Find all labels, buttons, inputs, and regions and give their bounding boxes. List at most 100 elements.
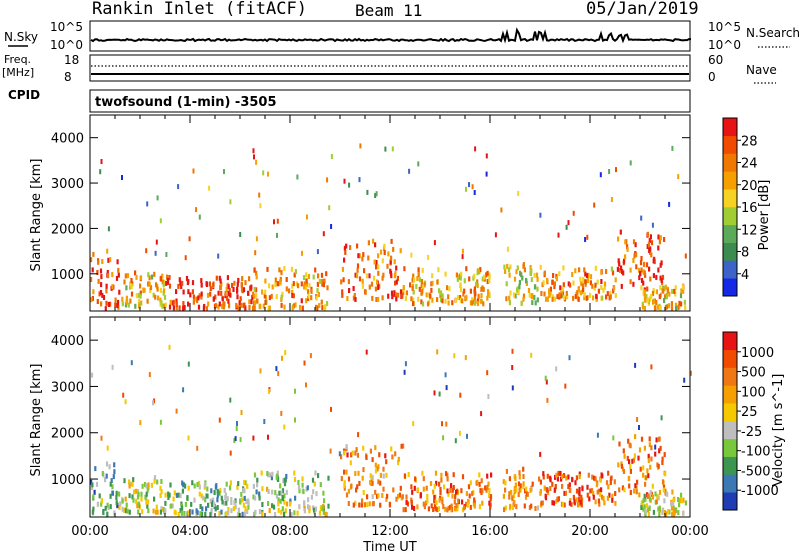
velocity-cell	[311, 477, 315, 483]
power-cell	[382, 272, 385, 278]
velocity-cell	[575, 488, 579, 494]
power-cell	[271, 284, 274, 290]
velocity-cell	[317, 473, 320, 479]
power-cell	[374, 286, 377, 292]
velocity-cell	[301, 482, 304, 488]
velocity-cell	[191, 480, 194, 486]
power-cell	[659, 285, 662, 291]
velocity-cell	[623, 487, 626, 493]
velocity-cell	[467, 499, 470, 504]
power-cell	[548, 288, 551, 294]
freq-tick-top: 18	[64, 53, 79, 67]
power-cell	[441, 298, 444, 304]
power-scatter-cell	[629, 160, 632, 166]
velocity-cell	[214, 484, 217, 490]
velocity-cell	[534, 506, 537, 511]
power-cell	[290, 266, 293, 272]
velocity-cell	[440, 472, 443, 478]
velocity-cell	[422, 486, 425, 492]
power-scatter-cell	[326, 177, 329, 183]
power-cell	[262, 303, 265, 309]
power-cell	[527, 288, 531, 293]
power-cell	[417, 267, 420, 273]
velocity-cell	[350, 483, 353, 489]
velocity-cell	[599, 491, 602, 497]
power-cell	[185, 275, 189, 281]
power-cell	[642, 269, 645, 275]
velocity-cell	[594, 476, 597, 482]
velocity-cell	[118, 491, 121, 497]
velocity-cell	[261, 502, 264, 507]
velocity-scatter-cell	[106, 445, 109, 451]
velocity-cell	[677, 510, 680, 516]
power-cell	[345, 243, 348, 249]
power-cell	[663, 298, 666, 304]
velocity-cell	[640, 500, 643, 506]
velocity-cell	[164, 500, 167, 506]
power-cell	[166, 274, 169, 280]
power-cell	[663, 237, 666, 242]
velocity-scatter-cell	[636, 417, 639, 422]
power-cell	[608, 295, 611, 301]
velocity-cell	[504, 505, 507, 511]
power-cell	[459, 295, 462, 300]
freq-strip-frame	[89, 54, 691, 82]
power-cell	[121, 296, 124, 302]
velocity-cell	[216, 497, 219, 503]
power-cell	[576, 290, 579, 295]
power-cell	[219, 285, 222, 291]
power-cell	[662, 288, 665, 294]
power-cell	[105, 300, 108, 306]
velocity-scatter-cell	[309, 353, 312, 359]
velocity-cell	[633, 488, 636, 494]
power-cell	[175, 301, 178, 307]
power-cell	[111, 272, 114, 277]
power-cell	[606, 291, 609, 297]
velocity-cell	[378, 452, 381, 458]
velocity-cell	[517, 492, 520, 498]
power-cell	[674, 291, 677, 297]
power-cell	[652, 288, 655, 294]
power-cell	[129, 281, 132, 287]
velocity-scatter-cell	[187, 435, 190, 441]
velocity-cell	[376, 466, 379, 472]
power-cell	[657, 245, 660, 251]
velocity-colorbar-tick-label: 500	[741, 366, 766, 381]
velocity-cell	[650, 456, 653, 462]
power-cell	[344, 249, 347, 255]
velocity-cell	[136, 494, 140, 500]
velocity-cell	[124, 496, 127, 502]
power-cell	[594, 265, 597, 271]
power-cell	[157, 295, 160, 301]
power-cell	[503, 264, 506, 270]
velocity-cell	[362, 445, 365, 451]
velocity-scatter-cell	[153, 398, 156, 404]
velocity-cell	[426, 493, 429, 499]
power-cell	[263, 293, 266, 299]
power-cell	[323, 278, 326, 284]
velocity-cell	[642, 506, 645, 512]
power-cell	[226, 275, 229, 281]
velocity-scatter-cell	[530, 352, 533, 358]
power-cell	[632, 258, 635, 263]
velocity-scatter-cell	[305, 382, 307, 388]
power-cell	[222, 301, 225, 306]
velocity-cell	[406, 501, 409, 507]
velocity-cell	[563, 473, 566, 478]
power-cell	[192, 299, 195, 305]
power-cell	[164, 302, 167, 308]
power-cell	[168, 283, 172, 289]
velocity-cell	[232, 506, 235, 511]
power-cell	[90, 297, 93, 303]
velocity-cell	[617, 462, 620, 468]
power-cell	[399, 248, 402, 254]
velocity-cell	[511, 505, 514, 511]
nsearch-label: N.Search	[746, 26, 800, 40]
power-cell	[528, 292, 531, 298]
power-cell	[481, 285, 484, 291]
velocity-cell	[407, 472, 410, 477]
velocity-cell	[212, 497, 215, 503]
velocity-cell	[580, 502, 583, 508]
velocity-cell	[285, 501, 289, 507]
velocity-cell	[645, 503, 649, 509]
